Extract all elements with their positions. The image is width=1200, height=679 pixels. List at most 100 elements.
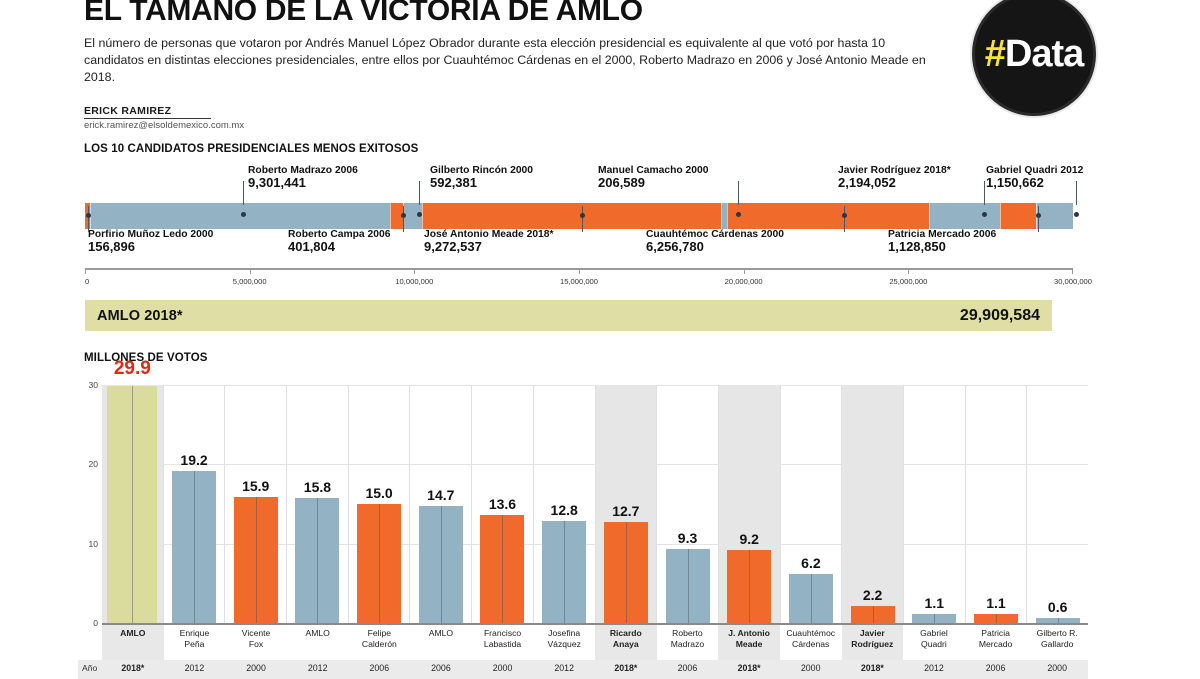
stack-segment bbox=[422, 203, 721, 229]
callout-dot bbox=[86, 213, 91, 218]
bar-midline bbox=[749, 550, 750, 623]
axis-tick-label: 30,000,000 bbox=[1054, 277, 1092, 286]
bar-value-label: 12.7 bbox=[612, 503, 639, 519]
bar-name-line: Rodríguez bbox=[842, 639, 904, 650]
callout-leader bbox=[403, 206, 404, 232]
top-chart-axis: 0 5,000,000 10,000,000 15,000,000 20,000,000… bbox=[85, 268, 1073, 298]
data-logo: #Data bbox=[972, 0, 1096, 116]
bar-year-label: 2000 bbox=[1026, 663, 1088, 673]
stack-segment bbox=[929, 203, 1000, 229]
bar-midline bbox=[873, 606, 874, 623]
infographic-page: EL TAMAÑO DE LA VICTORIA DE AMLO El núme… bbox=[0, 0, 1200, 673]
bar-name-line: Felipe bbox=[349, 628, 411, 639]
bar-midline bbox=[379, 504, 380, 623]
bar-column: 29.9 bbox=[102, 385, 164, 623]
segment-callout: Cuauhtémoc Cárdenas 20006,256,780 bbox=[646, 229, 796, 254]
bar-name-line: Roberto bbox=[657, 628, 719, 639]
axis-tick-label: 0 bbox=[85, 277, 89, 286]
bar-name-line: Labastida bbox=[472, 639, 534, 650]
bar bbox=[912, 614, 956, 623]
bar-name-line: Ricardo bbox=[595, 628, 657, 639]
bar-name-line: AMLO bbox=[287, 628, 349, 639]
bar-column: 6.2 bbox=[781, 385, 843, 623]
bar-name-line: Cárdenas bbox=[780, 639, 842, 650]
bar-column: 9.2 bbox=[719, 385, 781, 623]
axis-tick-label: 5,000,000 bbox=[233, 277, 267, 286]
bar bbox=[727, 550, 771, 623]
standfirst-text: El número de personas que votaron por An… bbox=[84, 35, 944, 86]
callout-leader bbox=[1038, 206, 1039, 232]
callout-leader bbox=[582, 206, 583, 232]
axis-tick-label: 20,000,000 bbox=[725, 277, 763, 286]
callout-leader bbox=[844, 206, 845, 232]
bar-year-label: 2018* bbox=[842, 663, 904, 673]
stacked-bar-track bbox=[85, 203, 1073, 229]
axis-tick bbox=[1072, 268, 1073, 274]
axis-tick bbox=[85, 268, 86, 274]
bar-column: 15.9 bbox=[225, 385, 287, 623]
bar-year-label: 2006 bbox=[965, 663, 1027, 673]
byline-email: erick.ramirez@elsoldemexico.com.mx bbox=[84, 120, 964, 131]
bar-value-label: 29.9 bbox=[114, 358, 151, 380]
y-axis-tick-label: 30 bbox=[80, 380, 98, 390]
bar-midline bbox=[688, 549, 689, 623]
bar-column: 0.6 bbox=[1027, 385, 1088, 623]
bar-column: 1.1 bbox=[966, 385, 1028, 623]
segment-callout-value: 156,896 bbox=[88, 239, 238, 254]
bar-column: 9.3 bbox=[657, 385, 719, 623]
bar-midline bbox=[934, 614, 935, 623]
logo-wordmark: #Data bbox=[985, 35, 1084, 73]
bar bbox=[604, 522, 648, 623]
bar-column: 19.2 bbox=[164, 385, 226, 623]
bar-name-line: Gilberto R. bbox=[1026, 628, 1088, 639]
bar bbox=[480, 515, 524, 623]
amlo-total-value: 29,909,584 bbox=[960, 307, 1040, 325]
bar bbox=[666, 549, 710, 623]
axis-tick-label: 15,000,000 bbox=[560, 277, 598, 286]
byline: ERICK RAMIREZ erick.ramirez@elsoldemexic… bbox=[84, 101, 964, 131]
top-chart-title: LOS 10 CANDIDATOS PRESIDENCIALES MENOS E… bbox=[84, 143, 418, 155]
axis-tick bbox=[579, 268, 580, 274]
y-axis-tick-label: 10 bbox=[80, 539, 98, 549]
amlo-total-bar: AMLO 2018* 29,909,584 bbox=[85, 300, 1052, 331]
bar-name-line: Gallardo bbox=[1026, 639, 1088, 650]
bar bbox=[1036, 618, 1080, 623]
segment-callout: Manuel Camacho 2000206,589 bbox=[598, 165, 748, 190]
amlo-total-label: AMLO 2018* bbox=[97, 308, 183, 324]
bar-value-label: 19.2 bbox=[180, 452, 207, 468]
bar bbox=[295, 498, 339, 623]
bar-column: 14.7 bbox=[410, 385, 472, 623]
segment-callout: José Antonio Meade 2018*9,272,537 bbox=[424, 229, 574, 254]
callout-dot bbox=[982, 212, 987, 217]
bar-name-line: Fox bbox=[225, 639, 287, 650]
bar-name-line: Quadri bbox=[903, 639, 965, 650]
axis-tick bbox=[414, 268, 415, 274]
bar-name-line: Enrique bbox=[164, 628, 226, 639]
bar-year-label: 2012 bbox=[287, 663, 349, 673]
bar-value-label: 9.3 bbox=[678, 530, 697, 546]
axis-tick-label: 10,000,000 bbox=[395, 277, 433, 286]
segment-callout: Roberto Campa 2006401,804 bbox=[288, 229, 438, 254]
byline-author: ERICK RAMIREZ bbox=[84, 105, 211, 119]
bar-column: 12.7 bbox=[596, 385, 658, 623]
bar-year-label: 2018* bbox=[595, 663, 657, 673]
bar-columns: 29.919.215.915.815.014.713.612.812.79.39… bbox=[102, 385, 1088, 623]
segment-callout-value: 1,128,850 bbox=[888, 239, 1038, 254]
axis-tick bbox=[744, 268, 745, 274]
bar-name-line: Meade bbox=[718, 639, 780, 650]
bar-year-label: 2000 bbox=[472, 663, 534, 673]
bottom-bar-chart: 0102030 29.919.215.915.815.014.713.612.8… bbox=[78, 373, 1088, 670]
bar bbox=[234, 497, 278, 623]
bar-value-label: 15.8 bbox=[304, 479, 331, 495]
bar-value-label: 13.6 bbox=[489, 496, 516, 512]
bar-column: 15.8 bbox=[287, 385, 349, 623]
segment-callout: Javier Rodríguez 2018*2,194,052 bbox=[838, 165, 988, 190]
bar-name-line: Cuauhtémoc bbox=[780, 628, 842, 639]
bar-year-label: 2000 bbox=[780, 663, 842, 673]
axis-tick bbox=[908, 268, 909, 274]
callout-leader bbox=[419, 181, 420, 205]
bar bbox=[542, 521, 586, 623]
callout-leader bbox=[243, 181, 244, 205]
axis-tick-label: 25,000,000 bbox=[889, 277, 927, 286]
bar-name-line: Mercado bbox=[965, 639, 1027, 650]
